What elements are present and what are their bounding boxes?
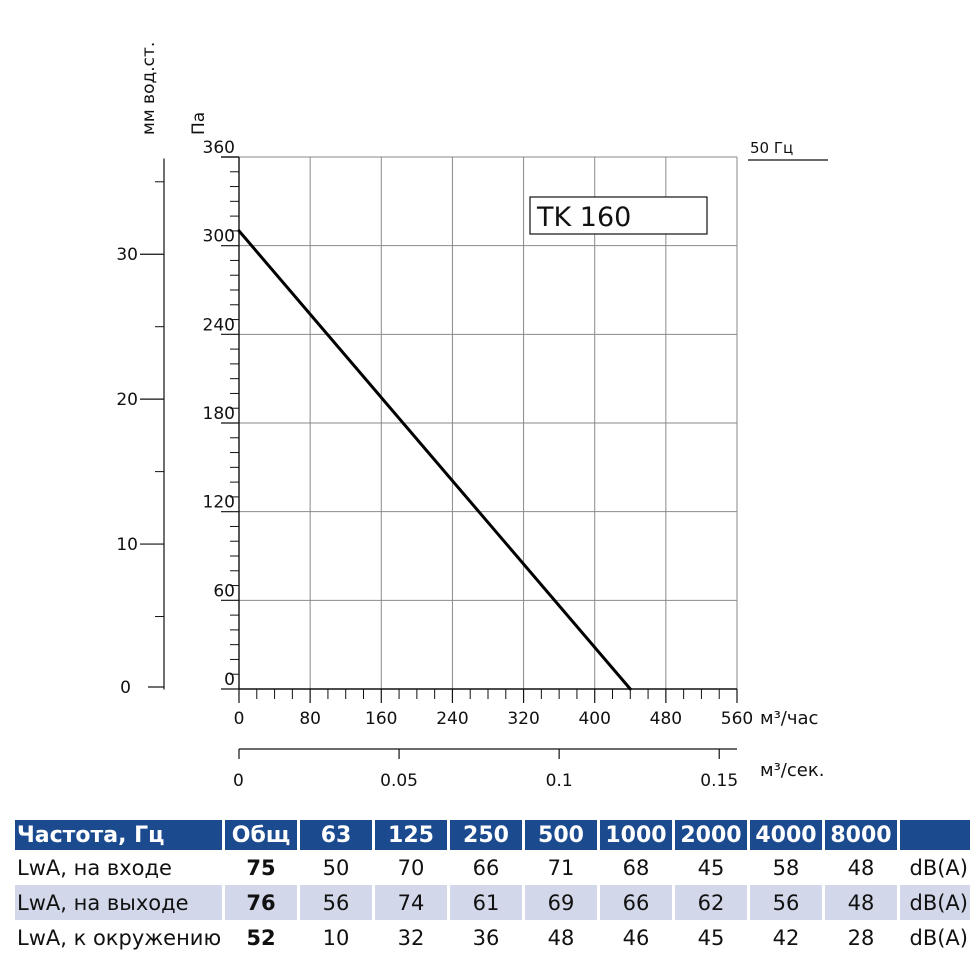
y-tick-label: 60 <box>213 581 235 601</box>
chart-series <box>237 229 632 691</box>
cell-250: 66 <box>472 855 500 880</box>
cell-4000: 42 <box>772 925 800 950</box>
table-header-row: Частота, Гц Общ 63 125 250 500 1000 2000… <box>15 820 970 850</box>
cell-125: 70 <box>397 855 425 880</box>
sound-power-table: Частота, Гц Общ 63 125 250 500 1000 2000… <box>12 820 973 955</box>
frequency-label: 50 Гц <box>750 139 793 157</box>
x-sec-tick-label: 0 <box>233 771 244 791</box>
x-sec-tick-label: 0.1 <box>546 771 573 791</box>
y-tick-label: 300 <box>203 227 235 247</box>
x-axis-title-hour: м³/час <box>760 708 818 729</box>
x-sec-tick-label: 0.15 <box>700 771 738 791</box>
table-row-surroundings: LwA, к окружению 52 10 32 36 48 46 45 42… <box>15 920 970 955</box>
x-tick-label: 480 <box>650 709 682 729</box>
cell-2000: 45 <box>697 855 725 880</box>
row-label: LwA, на входе <box>17 855 172 880</box>
x-axis-title-sec: м³/сек. <box>760 760 824 781</box>
row-label: LwA, на выходе <box>15 885 222 920</box>
header-2000: 2000 <box>675 820 747 850</box>
cell-500: 71 <box>547 855 575 880</box>
header-frequency: Частота, Гц <box>15 820 222 850</box>
header-8000: 8000 <box>825 820 897 850</box>
cell-1000: 68 <box>622 855 650 880</box>
cell-8000: 48 <box>847 855 875 880</box>
y-tick-label: 120 <box>203 493 235 513</box>
cell-125: 32 <box>397 925 425 950</box>
mm-tick-label: 0 <box>120 678 131 698</box>
mm-tick-label: 30 <box>116 245 138 265</box>
y-tick-label: 0 <box>224 670 235 690</box>
y-axis-title-mm: мм вод.ст. <box>139 42 159 135</box>
y-axis-title-pa: Па <box>189 112 209 135</box>
row-unit: dB(A) <box>909 855 969 880</box>
x-sec-tick-label: 0.05 <box>380 771 418 791</box>
cell-1000: 66 <box>600 885 672 920</box>
cell-63: 10 <box>322 925 350 950</box>
model-label: TK 160 <box>536 202 631 233</box>
model-label-box <box>529 196 708 235</box>
cell-250: 36 <box>472 925 500 950</box>
header-250: 250 <box>450 820 522 850</box>
cell-125: 74 <box>375 885 447 920</box>
cell-250: 61 <box>450 885 522 920</box>
mm-tick-label: 10 <box>116 535 138 555</box>
row-total: 75 <box>246 855 276 880</box>
row-total: 52 <box>246 925 276 950</box>
x-tick-label: 240 <box>436 709 468 729</box>
cell-63: 50 <box>322 855 350 880</box>
row-total: 76 <box>225 885 297 920</box>
x-tick-label: 320 <box>507 709 539 729</box>
x-tick-label: 0 <box>234 709 245 729</box>
row-unit: dB(A) <box>900 885 970 920</box>
header-unit <box>900 820 970 850</box>
table-row-outlet: LwA, на выходе 76 56 74 61 69 66 62 56 4… <box>15 885 970 920</box>
y-tick-label: 240 <box>203 315 235 335</box>
cell-500: 69 <box>525 885 597 920</box>
mm-tick-label: 20 <box>116 390 138 410</box>
header-1000: 1000 <box>600 820 672 850</box>
row-unit: dB(A) <box>909 925 969 950</box>
chart-ticks <box>140 156 738 759</box>
cell-4000: 58 <box>772 855 800 880</box>
header-63: 63 <box>300 820 372 850</box>
x-tick-label: 560 <box>721 709 753 729</box>
cell-2000: 62 <box>675 885 747 920</box>
x-tick-label: 160 <box>365 709 397 729</box>
table-row-inlet: LwA, на входе 75 50 70 66 71 68 45 58 48… <box>15 850 970 885</box>
cell-500: 48 <box>547 925 575 950</box>
cell-8000: 28 <box>847 925 875 950</box>
x-tick-label: 400 <box>578 709 610 729</box>
cell-2000: 45 <box>697 925 725 950</box>
row-label: LwA, к окружению <box>17 925 222 950</box>
cell-1000: 46 <box>622 925 650 950</box>
y-tick-label: 360 <box>203 138 235 158</box>
x-tick-label: 80 <box>299 709 321 729</box>
performance-curve <box>237 229 632 691</box>
cell-4000: 56 <box>750 885 822 920</box>
chart-grid <box>239 156 738 689</box>
header-total: Общ <box>225 820 297 850</box>
header-4000: 4000 <box>750 820 822 850</box>
header-500: 500 <box>525 820 597 850</box>
header-125: 125 <box>375 820 447 850</box>
cell-63: 56 <box>300 885 372 920</box>
y-tick-label: 180 <box>203 404 235 424</box>
cell-8000: 48 <box>825 885 897 920</box>
